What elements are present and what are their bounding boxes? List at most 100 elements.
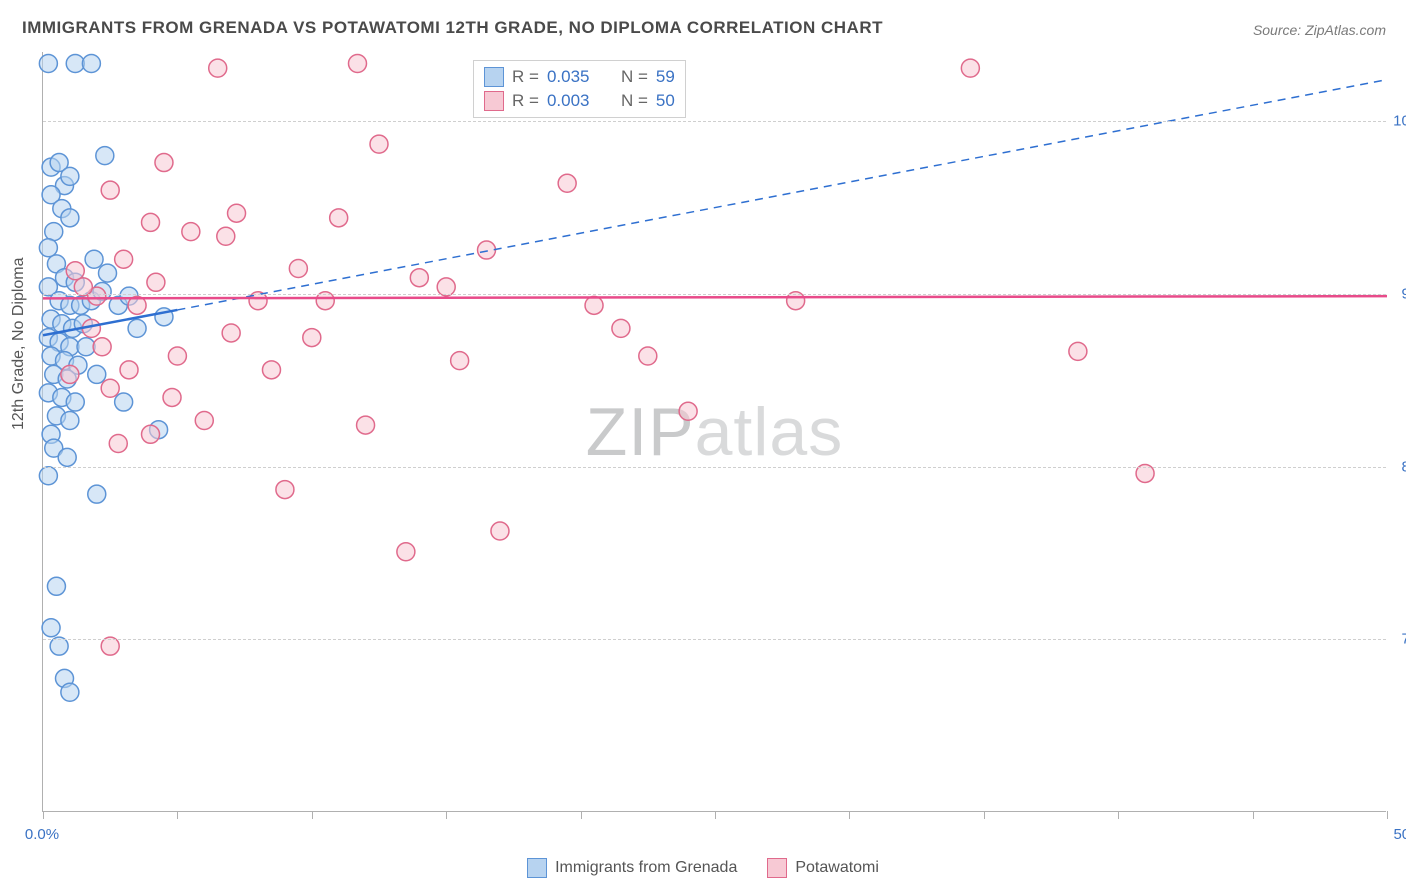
scatter-point [58,448,76,466]
scatter-point [262,361,280,379]
xtick [715,811,716,819]
scatter-point [42,619,60,637]
scatter-point [66,393,84,411]
scatter-point [585,296,603,314]
scatter-point [45,223,63,241]
scatter-point [155,154,173,172]
scatter-point [142,425,160,443]
xtick [1387,811,1388,819]
legend-row: R = 0.035 N = 59 [484,65,675,89]
legend-n-value: 59 [656,67,675,87]
scatter-point [77,338,95,356]
scatter-point [96,147,114,165]
ytick-label: 100.0% [1392,113,1406,130]
scatter-point [303,329,321,347]
xtick-label: 0.0% [25,826,59,843]
scatter-point [101,181,119,199]
legend-label: Immigrants from Grenada [555,859,737,877]
scatter-point [61,683,79,701]
scatter-point [451,352,469,370]
gridline [43,467,1386,468]
xtick [581,811,582,819]
xtick [849,811,850,819]
scatter-point [39,467,57,485]
legend-n-label: N = [621,67,648,87]
legend-r-label: R = [512,91,539,111]
legend-item: Potawatomi [767,858,879,878]
scatter-point [88,485,106,503]
legend-swatch [767,858,787,878]
xtick [177,811,178,819]
scatter-point [88,365,106,383]
scatter-point [66,55,84,73]
legend-swatch [527,858,547,878]
xtick [312,811,313,819]
scatter-point [491,522,509,540]
scatter-point [101,379,119,397]
legend-row: R = 0.003 N = 50 [484,89,675,113]
legend-n-label: N = [621,91,648,111]
chart-svg [43,52,1386,811]
scatter-point [357,416,375,434]
scatter-point [99,264,117,282]
xtick [43,811,44,819]
scatter-point [222,324,240,342]
ytick-label: 85.0% [1392,458,1406,475]
scatter-point [209,59,227,77]
legend-swatch [484,67,504,87]
scatter-point [168,347,186,365]
trendline-grenada-dashed [177,80,1387,310]
scatter-point [163,388,181,406]
scatter-point [639,347,657,365]
ytick-label: 92.5% [1392,285,1406,302]
scatter-point [558,174,576,192]
scatter-point [348,55,366,73]
legend-swatch [484,91,504,111]
scatter-point [115,393,133,411]
scatter-point [61,167,79,185]
gridline [43,294,1386,295]
legend-bottom: Immigrants from Grenada Potawatomi [0,858,1406,878]
scatter-point [182,223,200,241]
xtick [1118,811,1119,819]
scatter-point [330,209,348,227]
legend-r-value: 0.035 [547,67,605,87]
scatter-point [228,204,246,222]
scatter-point [39,55,57,73]
gridline [43,121,1386,122]
scatter-point [370,135,388,153]
scatter-point [142,213,160,231]
legend-r-value: 0.003 [547,91,605,111]
source-label: Source: ZipAtlas.com [1253,22,1386,38]
scatter-point [195,411,213,429]
trendline-potawatomi [43,296,1387,298]
gridline [43,639,1386,640]
scatter-point [478,241,496,259]
scatter-point [93,338,111,356]
scatter-point [61,209,79,227]
scatter-point [61,411,79,429]
scatter-point [961,59,979,77]
scatter-point [85,250,103,268]
chart-title: IMMIGRANTS FROM GRENADA VS POTAWATOMI 12… [22,18,883,38]
xtick-label: 50.0% [1393,826,1406,843]
scatter-point [410,269,428,287]
scatter-point [147,273,165,291]
scatter-point [39,239,57,257]
scatter-point [109,435,127,453]
scatter-point [276,481,294,499]
plot-area: ZIPatlas R = 0.035 N = 59 R = 0.003 N = … [42,52,1386,812]
scatter-point [47,577,65,595]
scatter-point [115,250,133,268]
scatter-point [612,319,630,337]
scatter-point [82,55,100,73]
legend-r-label: R = [512,67,539,87]
scatter-point [1069,342,1087,360]
legend-n-value: 50 [656,91,675,111]
scatter-point [128,319,146,337]
legend-item: Immigrants from Grenada [527,858,737,878]
xtick [1253,811,1254,819]
xtick [446,811,447,819]
ytick-label: 77.5% [1392,631,1406,648]
scatter-point [397,543,415,561]
